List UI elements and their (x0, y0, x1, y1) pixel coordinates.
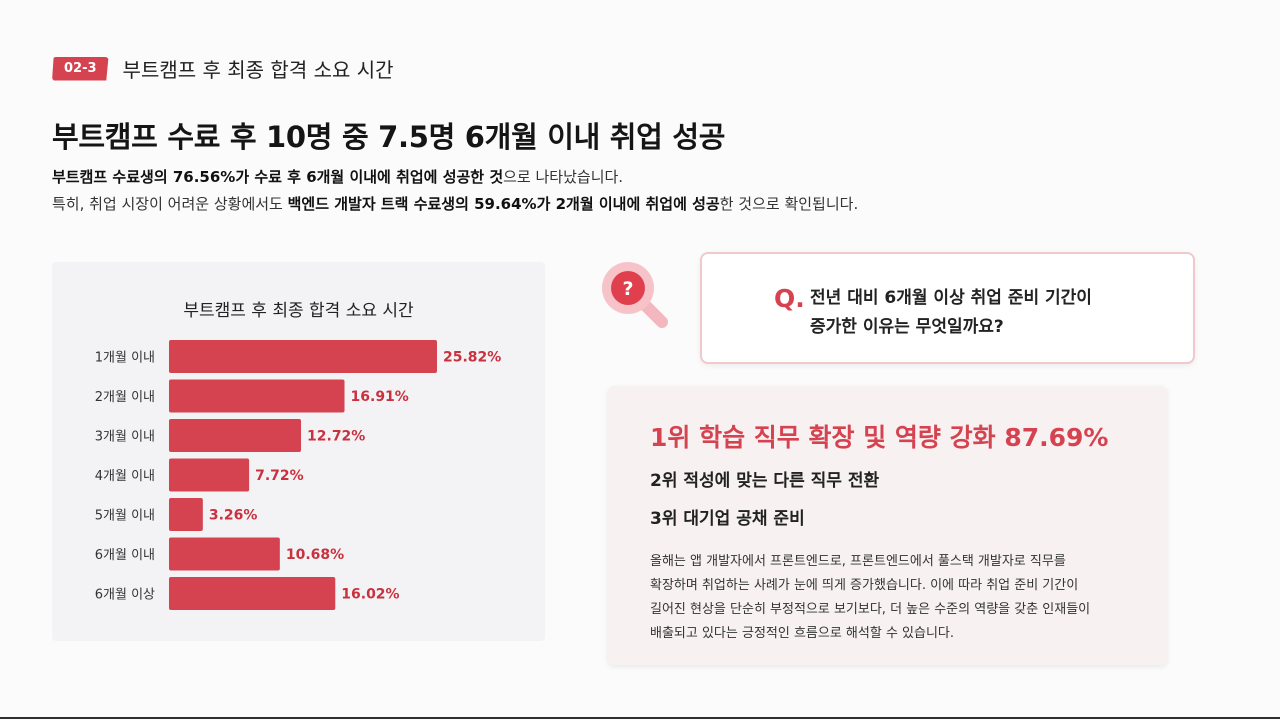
bar-chart: 1개월 이내 25.82% 2개월 이내 16.91% 3개월 이내 12.72% 4개월 … (95, 340, 501, 610)
answer-description-line: 확장하며 취업하는 사례가 눈에 띄게 증가했습니다. 이에 따라 취업 준비 … (650, 578, 1079, 593)
category-label: 6개월 이내 (95, 548, 155, 563)
category-label: 6개월 이상 (95, 588, 155, 603)
bar (169, 537, 280, 571)
section-title: 부트캠프 후 최종 합격 소요 시간 (122, 58, 394, 82)
category-label: 5개월 이내 (95, 509, 155, 524)
summary-line-2-bold: 백엔드 개발자 트랙 수료생의 59.64%가 2개월 이내에 취업에 성공 (287, 195, 720, 213)
answer-rank-1: 1위 학습 직무 확장 및 역량 강화 87.69% (650, 423, 1109, 452)
category-label: 3개월 이내 (95, 430, 155, 445)
category-label: 1개월 이내 (95, 351, 155, 366)
value-label: 3.26% (209, 508, 258, 524)
question-bubble: Q. 전년 대비 6개월 이상 취업 준비 기간이 증가한 이유는 무엇일까요? (700, 252, 1195, 364)
summary-line-2: 특히, 취업 시장이 어려운 상황에서도 백엔드 개발자 트랙 수료생의 59.… (52, 191, 858, 218)
summary-line-1-bold: 부트캠프 수료생의 76.56%가 수료 후 6개월 이내에 취업에 성공한 것 (52, 168, 504, 186)
summary: 부트캠프 수료생의 76.56%가 수료 후 6개월 이내에 취업에 성공한 것… (52, 164, 858, 218)
bottom-rule (0, 717, 1280, 719)
value-label: 12.72% (307, 429, 365, 445)
bar (169, 340, 437, 373)
bar (169, 458, 250, 492)
bar (169, 379, 345, 413)
value-label: 10.68% (286, 547, 344, 563)
category-label: 2개월 이내 (95, 390, 155, 405)
question-line-1: 전년 대비 6개월 이상 취업 준비 기간이 (810, 288, 1092, 308)
svg-text:?: ? (622, 278, 633, 300)
summary-line-2-rest: 한 것으로 확인됩니다. (719, 195, 859, 213)
bar (169, 419, 302, 452)
chart-title: 부트캠프 후 최종 합격 소요 시간 (183, 301, 414, 321)
page-headline: 부트캠프 수료 후 10명 중 7.5명 6개월 이내 취업 성공 (52, 120, 726, 154)
value-label: 25.82% (443, 350, 501, 366)
answer-description-line: 길어진 현상을 단순히 부정적으로 보기보다, 더 높은 수준의 역량을 갖춘 … (650, 602, 1091, 617)
value-label: 7.72% (255, 468, 304, 484)
question-text: 전년 대비 6개월 이상 취업 준비 기간이 증가한 이유는 무엇일까요? (810, 284, 1092, 342)
answer-rank-3: 3위 대기업 공채 준비 (650, 509, 805, 529)
question-mark: Q. (774, 284, 805, 313)
answer-description-line: 올해는 앱 개발자에서 프론트엔드로, 프론트엔드에서 풀스택 개발자로 직무를 (650, 554, 1066, 569)
category-label: 4개월 이내 (95, 469, 155, 484)
value-label: 16.91% (351, 389, 409, 405)
summary-line-1-rest: 으로 나타났습니다. (503, 168, 624, 186)
answer-panel: 1위 학습 직무 확장 및 역량 강화 87.69% 2위 적성에 맞는 다른 … (608, 386, 1167, 665)
bar (169, 577, 336, 610)
answer-description-line: 배출되고 있다는 긍정적인 흐름으로 해석할 수 있습니다. (650, 626, 955, 641)
answer-rank-2: 2위 적성에 맞는 다른 직무 전환 (650, 471, 880, 491)
summary-line-2-pre: 특히, 취업 시장이 어려운 상황에서도 (52, 195, 288, 213)
question-line-2: 증가한 이유는 무엇일까요? (810, 317, 1004, 337)
answer-description: 올해는 앱 개발자에서 프론트엔드로, 프론트엔드에서 풀스택 개발자로 직무를… (650, 550, 1130, 646)
chart-card: 부트캠프 후 최종 합격 소요 시간 1개월 이내 25.82% 2개월 이내 16.… (52, 262, 545, 641)
section-badge: 02-3 (52, 56, 109, 81)
bar (169, 498, 203, 531)
section-tag: 02-3 부트캠프 후 최종 합격 소요 시간 (52, 54, 394, 83)
magnifier-question-icon: ? (602, 262, 668, 328)
value-label: 16.02% (341, 587, 399, 603)
summary-line-1: 부트캠프 수료생의 76.56%가 수료 후 6개월 이내에 취업에 성공한 것… (52, 164, 858, 191)
